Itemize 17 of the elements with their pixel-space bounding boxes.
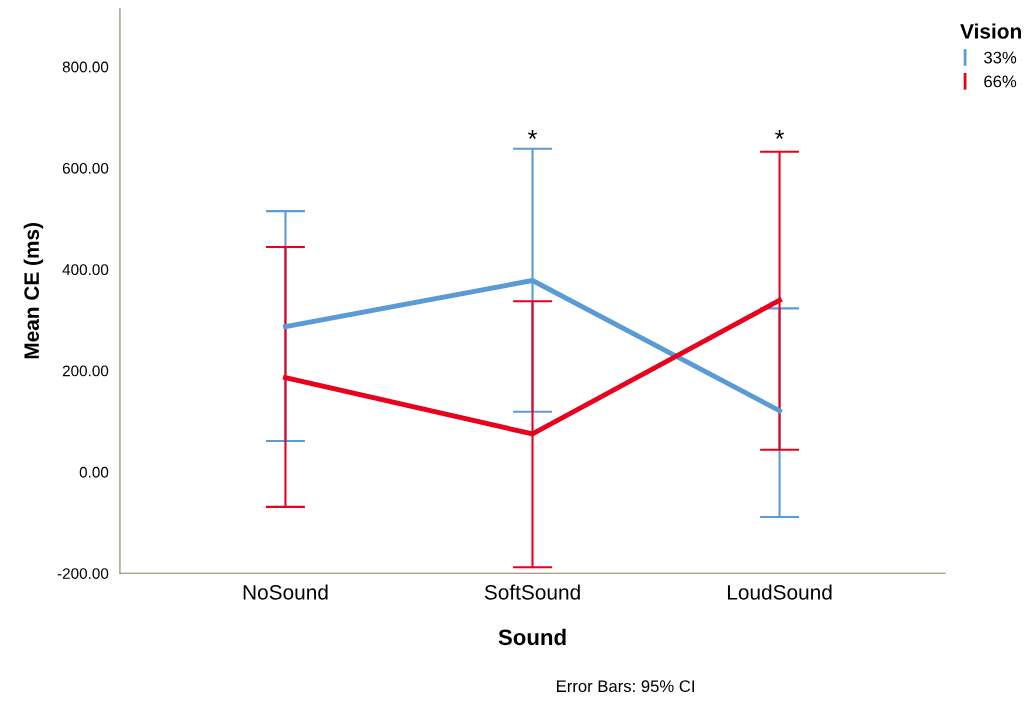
x-tick-label: LoudSound bbox=[727, 584, 832, 600]
text: Error Bars: 95% CI bbox=[557, 680, 694, 693]
x-axis-title: Sound bbox=[498, 628, 566, 646]
y-tick-label: 200.00 bbox=[62, 365, 109, 377]
legend-title: Vision bbox=[960, 23, 1021, 39]
legend-label: 66% bbox=[984, 75, 1017, 88]
y-tick-label: 400.00 bbox=[62, 264, 109, 276]
y-axis-title: Mean CE (ms) bbox=[23, 223, 44, 359]
x-tick-label: SoftSound bbox=[484, 584, 580, 600]
annotation: * bbox=[775, 130, 785, 139]
x-tick-label: NoSound bbox=[243, 584, 328, 600]
y-tick-label: 800.00 bbox=[62, 61, 109, 73]
y-tick-label: 600.00 bbox=[62, 162, 109, 174]
y-tick-label: 0.00 bbox=[79, 466, 109, 478]
annotation: * bbox=[528, 130, 537, 139]
y-tick-label: -200.00 bbox=[57, 568, 109, 579]
legend-label: 33% bbox=[984, 51, 1017, 64]
